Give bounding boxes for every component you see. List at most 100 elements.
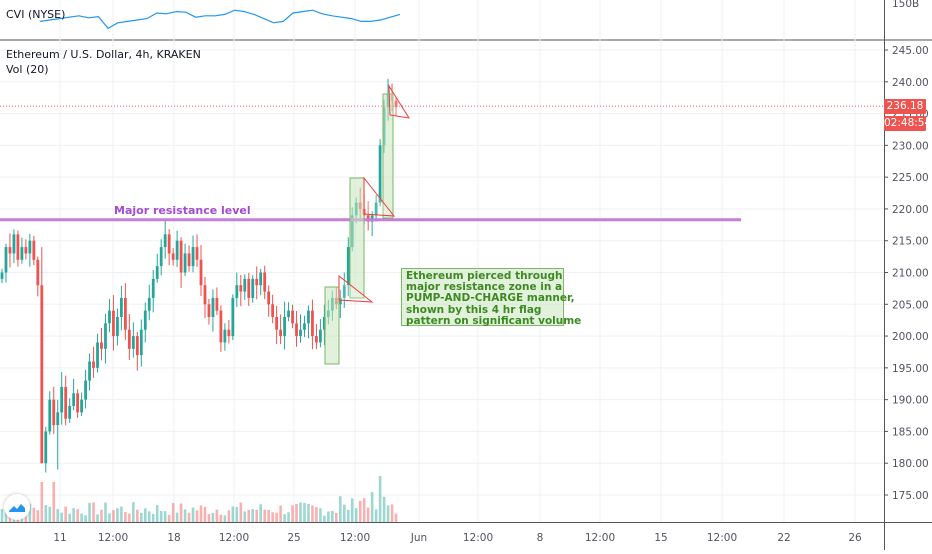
volume-bar	[267, 509, 270, 522]
volume-bar	[88, 502, 91, 522]
volume-bar	[84, 515, 87, 522]
volume-bar	[311, 505, 314, 522]
y-tick-label: 220.00	[892, 204, 929, 216]
candle-body	[108, 310, 111, 324]
candle-body	[247, 278, 251, 298]
volume-bar	[191, 507, 195, 522]
y-tick-label: 185.00	[892, 426, 929, 438]
volume-bar	[239, 502, 243, 522]
volume-bar	[179, 503, 183, 522]
candle-body	[32, 240, 36, 260]
volume-bar	[195, 510, 199, 522]
volume-bar	[44, 505, 48, 522]
volume-bar	[120, 506, 123, 522]
candle-body	[167, 234, 171, 254]
volume-bar	[342, 504, 346, 522]
volume-bar	[350, 498, 354, 522]
candle-body	[92, 361, 95, 368]
candle-body	[143, 310, 147, 330]
volume-bar	[251, 509, 255, 522]
candle-body	[100, 342, 103, 349]
candle-body	[84, 380, 87, 400]
candle-body	[346, 247, 350, 286]
candle-body	[12, 234, 16, 254]
candle-body	[131, 336, 135, 349]
candle-body	[342, 285, 346, 298]
x-tick-label: 26	[848, 532, 862, 544]
volume-bar	[374, 509, 378, 522]
candle-body	[187, 253, 191, 267]
volume-bar	[40, 482, 44, 522]
candle-body	[120, 297, 123, 317]
candle-body	[183, 253, 187, 273]
note-line: PUMP-AND-CHARGE manner,	[406, 292, 575, 305]
x-tick-label: 22	[777, 532, 790, 544]
x-tick-label: 15	[654, 532, 667, 544]
pennant-triangle	[363, 176, 396, 217]
volume-bar	[187, 512, 191, 522]
annotation-note[interactable]: Ethereum pierced through major resistanc…	[401, 268, 581, 327]
volume-bar	[366, 507, 370, 522]
candle-body	[20, 247, 24, 260]
candle-body	[28, 240, 32, 254]
pennant-triangle	[388, 84, 411, 119]
volume-bar	[171, 503, 175, 522]
volume-bar	[136, 509, 139, 522]
volume-bar	[358, 500, 362, 522]
volume-bar	[275, 512, 278, 522]
volume-bar	[243, 511, 247, 522]
volume-bar	[283, 514, 286, 522]
volume-bar	[32, 507, 36, 522]
volume-bar	[147, 511, 151, 522]
volume-bar	[207, 514, 211, 522]
volume-bar	[48, 506, 52, 522]
candle-body	[96, 342, 99, 368]
candle-body	[4, 247, 8, 273]
candle-body	[394, 100, 398, 108]
volume-bar	[219, 514, 223, 522]
candle-body	[315, 336, 318, 343]
main-series-title: Ethereum / U.S. Dollar, 4h, KRAKEN	[6, 48, 201, 61]
candle-body	[0, 272, 4, 279]
candle-body	[223, 329, 227, 343]
volume-bar	[64, 506, 67, 522]
x-tick-label: 12:00	[707, 532, 737, 544]
candle-body	[191, 247, 195, 267]
flag-pole-box	[382, 93, 394, 219]
volume-bar	[211, 512, 215, 522]
volume-bar	[231, 506, 235, 522]
volume-bar	[167, 514, 171, 522]
volume-bar	[68, 513, 71, 522]
volume-bar	[24, 514, 28, 522]
volume-bar	[390, 504, 394, 522]
candle-body	[378, 145, 382, 203]
candle-body	[123, 297, 127, 330]
candle-body	[76, 393, 80, 413]
note-line: major resistance zone in a	[406, 281, 563, 294]
y-tick-label: 230.00	[892, 140, 929, 152]
volume-bar	[235, 506, 239, 522]
volume-bar	[307, 503, 310, 522]
volume-bar	[199, 505, 203, 522]
tradingview-logo-icon[interactable]	[4, 494, 30, 520]
y-tick-label: 240.00	[892, 77, 929, 89]
y-tick-label: 180.00	[892, 458, 929, 470]
volume-bar	[76, 509, 79, 522]
x-tick-label: 12:00	[463, 532, 493, 544]
volume-bar	[80, 513, 83, 522]
volume-bar	[223, 515, 227, 522]
candle-body	[175, 240, 179, 260]
volume-bar	[227, 510, 231, 522]
resistance-level-label: Major resistance level	[114, 204, 251, 217]
candle-body	[207, 304, 211, 317]
candle-body	[171, 253, 175, 260]
volume-bar	[247, 509, 251, 522]
candle-body	[231, 297, 235, 337]
volume-bar	[52, 482, 56, 522]
candle-body	[211, 297, 215, 317]
candle-body	[64, 386, 68, 419]
volume-bar	[327, 511, 330, 522]
candle-body	[279, 329, 282, 337]
